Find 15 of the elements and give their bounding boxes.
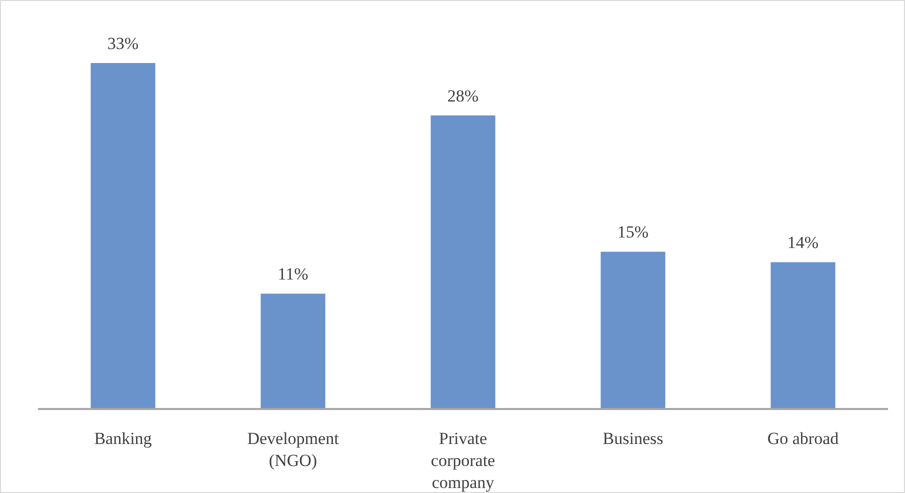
data-label: 14%	[787, 233, 819, 252]
x-tick-label: Banking	[94, 429, 152, 448]
bar	[600, 252, 666, 409]
bar	[90, 63, 156, 409]
data-label: 33%	[107, 34, 139, 53]
data-label: 11%	[278, 264, 308, 284]
data-label: 15%	[617, 222, 649, 242]
bar	[770, 262, 836, 409]
x-tick-label: Go abroad	[767, 429, 840, 448]
x-tick-label: Development (NGO)	[247, 429, 340, 470]
bar	[260, 294, 326, 409]
x-tick-label: Private corporate company	[430, 429, 496, 492]
data-label: 28%	[447, 86, 479, 106]
x-tick-label: Business	[602, 429, 664, 448]
bar	[430, 115, 496, 409]
